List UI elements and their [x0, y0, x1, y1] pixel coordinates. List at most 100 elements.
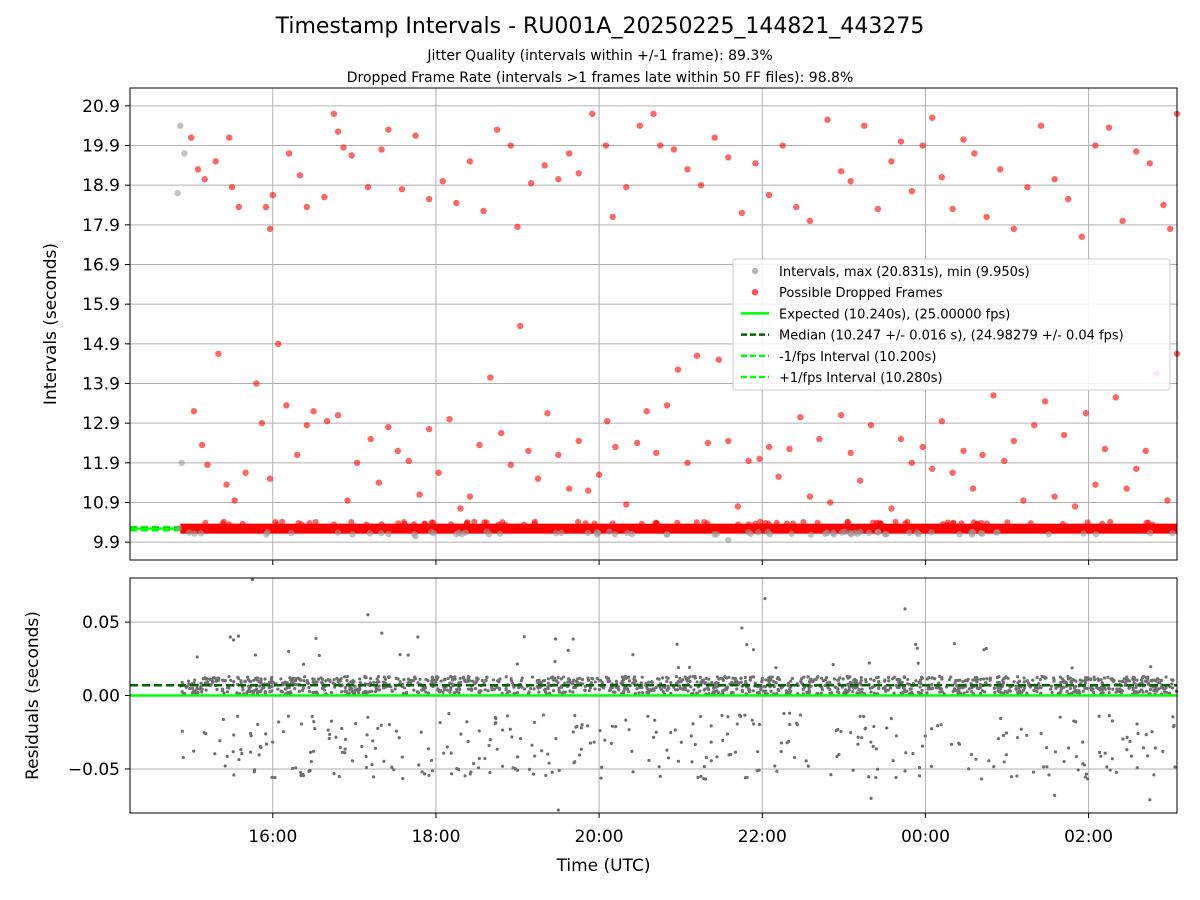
residual-point — [952, 687, 957, 691]
dropped-frame-point — [231, 497, 238, 504]
residual-point — [1001, 680, 1006, 685]
residual-point — [471, 761, 476, 766]
residual-point — [709, 724, 713, 728]
residual-point — [340, 690, 344, 694]
dropped-frame-point — [693, 519, 700, 526]
residual-point — [448, 681, 452, 685]
dropped-frame-point — [960, 447, 967, 455]
residual-point — [593, 687, 597, 691]
dropped-frame-point — [1065, 195, 1072, 203]
dropped-frame-point — [435, 469, 442, 476]
residual-point — [631, 770, 635, 774]
residual-point — [288, 690, 292, 694]
residual-point — [245, 691, 249, 695]
residual-point — [477, 756, 481, 761]
residual-point — [735, 679, 739, 683]
residual-point — [211, 679, 215, 684]
residual-point — [375, 680, 379, 684]
residual-point — [497, 680, 501, 684]
residual-point — [461, 675, 465, 679]
dropped-frame-point — [1112, 394, 1120, 401]
residual-point — [964, 679, 968, 683]
dropped-frame-point — [874, 205, 882, 213]
residual-point — [248, 750, 253, 754]
residual-point — [1125, 748, 1129, 752]
residual-point — [837, 752, 841, 757]
legend-label: +1/fps Interval (10.280s) — [779, 371, 943, 386]
residual-point — [714, 685, 718, 689]
residual-point — [588, 741, 593, 745]
residual-point — [917, 774, 922, 778]
residual-point — [532, 687, 536, 691]
residual-point — [886, 675, 891, 680]
residual-point — [231, 750, 235, 754]
residual-point — [1070, 691, 1074, 695]
residual-point — [876, 675, 880, 679]
interval-point — [874, 529, 881, 536]
residual-point — [1095, 686, 1099, 690]
residual-point — [903, 769, 907, 773]
dropped-frame-point — [1105, 124, 1113, 131]
dropped-frame-point — [480, 207, 487, 215]
interval-point — [174, 189, 181, 197]
residual-point — [285, 686, 289, 690]
legend-label: Intervals, max (20.831s), min (9.950s) — [779, 265, 1030, 280]
residual-point — [852, 678, 856, 682]
residual-point — [484, 678, 488, 683]
interval-point — [725, 536, 732, 544]
residual-point — [313, 727, 317, 731]
residual-point — [639, 681, 643, 685]
residual-point — [195, 686, 199, 691]
residual-point — [1083, 686, 1087, 690]
residual-point — [1123, 681, 1128, 685]
residual-point — [709, 759, 713, 763]
residual-point — [920, 688, 924, 692]
residual-point — [509, 679, 514, 683]
residual-point — [1111, 687, 1115, 691]
residual-point — [975, 686, 980, 690]
residual-point — [506, 714, 510, 718]
dropped-frame-point — [1142, 447, 1149, 455]
interval-point — [928, 529, 935, 536]
residual-point — [434, 680, 438, 684]
residual-point — [1066, 746, 1071, 750]
residual-point — [469, 688, 474, 692]
residual-point — [373, 746, 378, 750]
y-tick-label: 10.9 — [82, 493, 120, 513]
residual-point — [288, 676, 292, 680]
residual-point — [982, 690, 987, 694]
residual-point — [836, 690, 840, 694]
dropped-frame-point — [960, 136, 967, 143]
residual-point — [889, 717, 893, 721]
residual-point — [299, 722, 304, 726]
residual-point — [981, 677, 986, 681]
dropped-frame-point — [565, 150, 573, 157]
dropped-frame-point — [609, 520, 616, 527]
residual-point — [308, 768, 312, 773]
dropped-frame-point — [416, 491, 423, 498]
residual-point — [529, 686, 533, 691]
residual-point — [546, 752, 550, 756]
dropped-frame-point — [711, 134, 718, 141]
residual-point — [790, 676, 794, 681]
residual-point — [537, 690, 541, 694]
dropped-frame-point — [364, 183, 372, 191]
residual-point — [973, 678, 977, 682]
residual-point — [474, 680, 478, 684]
residual-point — [867, 775, 871, 779]
residual-point — [490, 685, 494, 689]
residual-point — [905, 689, 909, 693]
residual-point — [455, 687, 459, 692]
residual-point — [1081, 762, 1085, 766]
residual-point — [764, 689, 768, 693]
residual-point — [720, 713, 724, 718]
residual-point — [928, 686, 932, 690]
residual-point — [467, 687, 471, 691]
residual-point — [1101, 691, 1105, 695]
residual-point — [366, 715, 370, 719]
residual-point — [855, 691, 859, 695]
residual-point — [422, 772, 427, 776]
residual-point — [957, 742, 962, 746]
residual-point — [1076, 768, 1080, 772]
residual-point — [610, 724, 615, 728]
